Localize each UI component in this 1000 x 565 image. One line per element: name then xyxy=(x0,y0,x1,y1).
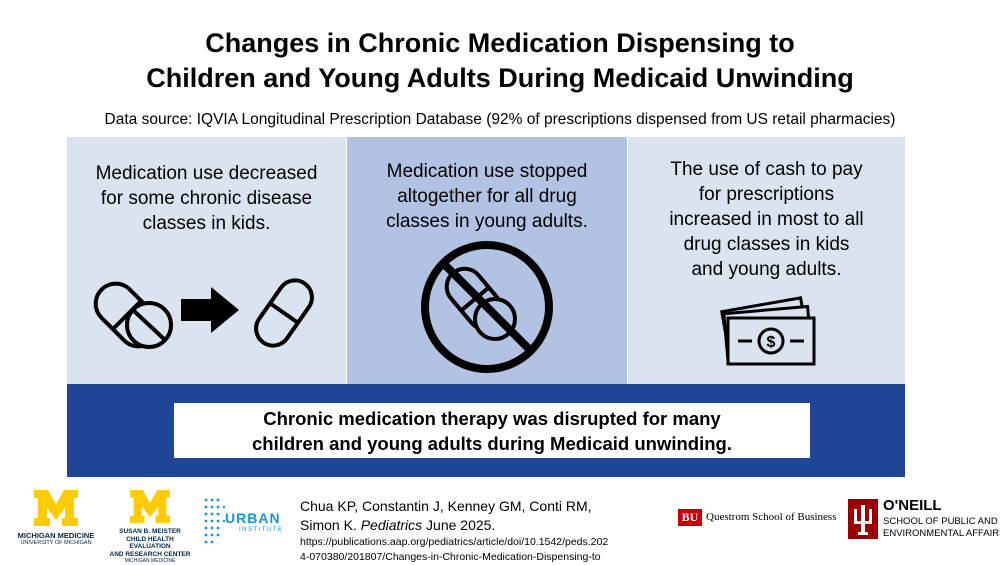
data-source-note: Data source: IQVIA Longitudinal Prescrip… xyxy=(104,111,896,128)
meister-line-1: SUSAN B. MEISTER xyxy=(119,528,181,535)
block-m-icon xyxy=(130,490,170,523)
urban-logo-word: URBAN xyxy=(225,510,281,526)
panel-1-text: Medication use decreased for some chroni… xyxy=(67,161,346,236)
citation-journal: Pediatrics xyxy=(360,517,423,533)
citation-authors: Simon K. xyxy=(300,517,361,533)
urban-institute-logo: URBAN INSTITUTE xyxy=(203,496,295,546)
panel-3-line-4: drug classes in kids xyxy=(683,234,850,255)
michigan-medicine-logo: MICHIGAN MEDICINE UNIVERSITY OF MICHIGAN xyxy=(8,490,104,547)
citation-line-2: Simon K. Pediatrics June 2025. xyxy=(300,516,680,535)
panel-1-line-1: Medication use decreased xyxy=(95,163,318,184)
capsule-icon xyxy=(254,278,314,348)
cash-icon: $ xyxy=(720,296,816,366)
panel-2-text: Medication use stopped altogether for al… xyxy=(347,159,627,234)
panel-cash-increase: The use of cash to pay for prescriptions… xyxy=(628,137,905,384)
pills-decrease-icon xyxy=(93,278,314,349)
oneill-school-logo: O'NEILL SCHOOL OF PUBLIC AND ENVIRONMENT… xyxy=(848,497,1000,545)
panel-1-line-2: for some chronic disease xyxy=(100,188,313,209)
meister-center-logo: SUSAN B. MEISTER CHILD HEALTH EVALUATION… xyxy=(106,490,194,564)
citation-url-line-2[interactable]: 4-070380/201807/Changes-in-Chronic-Medic… xyxy=(300,551,601,563)
title-line-1: Changes in Chronic Medication Dispensing… xyxy=(205,28,795,58)
panel-young-adults-stopped: Medication use stopped altogether for al… xyxy=(347,137,627,384)
citation-date: June 2025. xyxy=(422,517,496,533)
arrow-right-icon xyxy=(181,287,239,333)
bu-mark: BU xyxy=(678,509,702,526)
trident-icon xyxy=(854,505,872,535)
panel-kids-decrease: Medication use decreased for some chroni… xyxy=(67,137,346,384)
citation-url-line-1[interactable]: https://publications.aap.org/pediatrics/… xyxy=(300,536,609,548)
conclusion-box: Chronic medication therapy was disrupted… xyxy=(174,403,810,458)
meister-line-4: MICHIGAN MEDICINE xyxy=(124,558,176,564)
bu-questrom-logo: BU Questrom School of Business xyxy=(678,509,843,527)
urban-logo-subword: INSTITUTE xyxy=(239,527,284,533)
oneill-logo-title: O'NEILL xyxy=(883,497,942,514)
panel-2-line-1: Medication use stopped xyxy=(386,161,588,182)
conclusion-line-1: Chronic medication therapy was disrupted… xyxy=(263,408,721,429)
citation-line-1: Chua KP, Constantin J, Kenney GM, Conti … xyxy=(300,498,592,514)
citation: Chua KP, Constantin J, Kenney GM, Conti … xyxy=(300,497,680,565)
panel-1-line-3: classes in kids. xyxy=(142,213,271,234)
no-pills-icon xyxy=(421,241,553,373)
panel-3-line-1: The use of cash to pay xyxy=(670,159,863,180)
dot-grid-icon xyxy=(204,498,225,544)
tablet-icon xyxy=(125,301,173,349)
panel-3-line-3: increased in most to all xyxy=(669,209,864,230)
panel-3-text: The use of cash to pay for prescriptions… xyxy=(628,157,905,282)
panel-2-line-2: altogether for all drug xyxy=(397,186,577,207)
meister-line-2: CHILD HEALTH EVALUATION xyxy=(126,535,174,551)
meister-line-3: AND RESEARCH CENTER xyxy=(109,550,191,558)
block-m-icon xyxy=(34,490,78,526)
conclusion-line-2: children and young adults during Medicai… xyxy=(252,433,732,454)
oneill-logo-line-3: ENVIRONMENTAL AFFAIRS xyxy=(883,528,1000,539)
michigan-logo-line-2: UNIVERSITY OF MICHIGAN xyxy=(20,540,92,546)
title-line-2: Children and Young Adults During Medicai… xyxy=(146,63,854,93)
page-title: Changes in Chronic Medication Dispensing… xyxy=(0,26,1000,96)
panel-2-line-3: classes in young adults. xyxy=(386,211,588,232)
panel-3-line-2: for prescriptions xyxy=(698,184,835,205)
iu-trident-icon xyxy=(848,499,878,539)
bu-questrom-text: Questrom School of Business xyxy=(706,511,837,523)
panel-3-line-5: and young adults. xyxy=(691,259,842,280)
svg-text:$: $ xyxy=(767,334,776,351)
oneill-logo-line-2: SCHOOL OF PUBLIC AND xyxy=(883,516,998,527)
michigan-logo-line-1: MICHIGAN MEDICINE xyxy=(17,531,95,540)
